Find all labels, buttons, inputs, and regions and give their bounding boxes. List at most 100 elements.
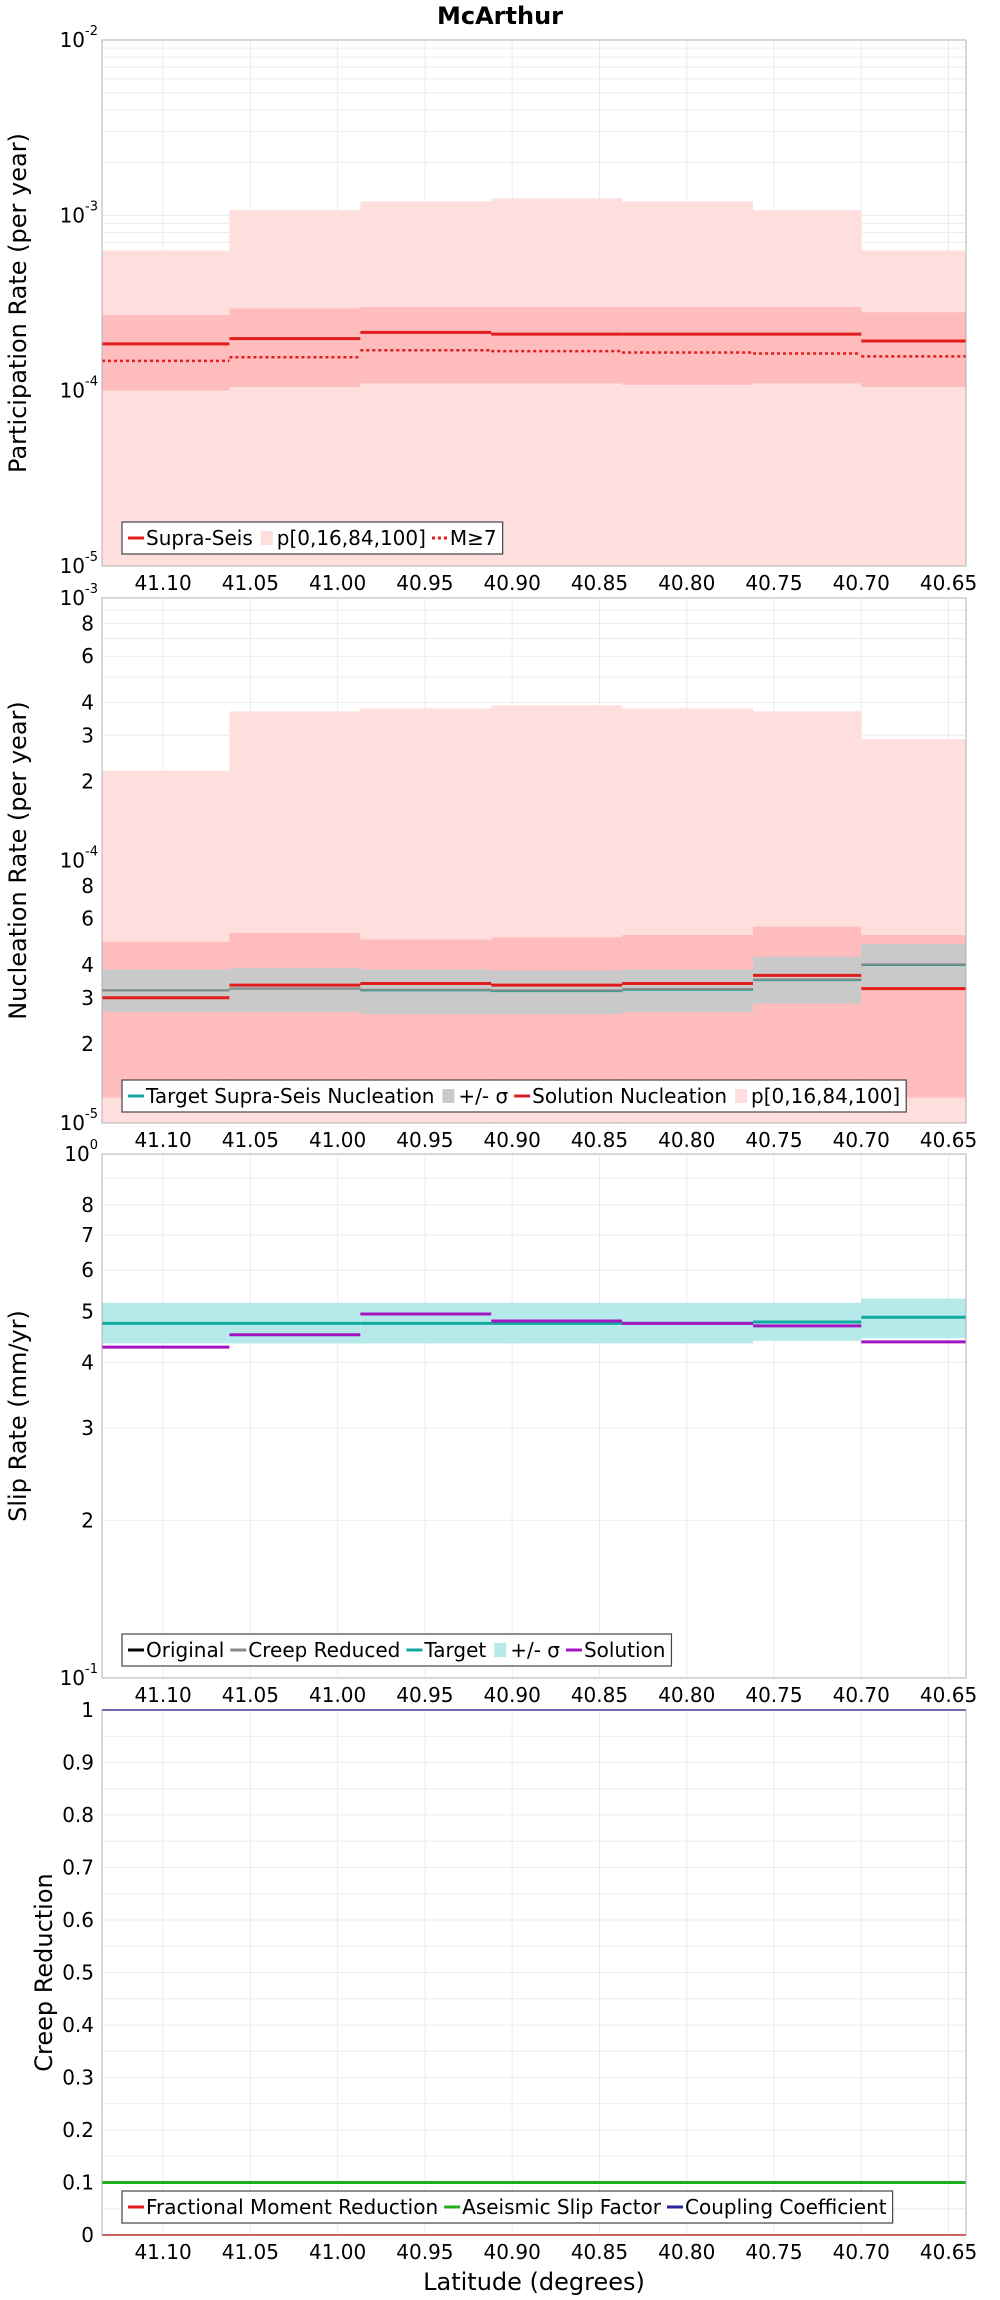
band-segment: [229, 210, 361, 566]
legend: Supra-Seis p[0,16,84,100] M≥7: [121, 521, 504, 555]
x-tick-label: 41.05: [222, 571, 279, 595]
x-tick-label: 40.70: [833, 2240, 890, 2264]
y-tick-label: 4: [81, 1351, 94, 1375]
x-tick-label: 40.90: [484, 1128, 541, 1152]
y-tick-label: 10-4: [60, 375, 98, 403]
x-tick-label: 40.95: [396, 571, 453, 595]
legend-label: p[0,16,84,100]: [277, 526, 426, 550]
x-tick-label: 41.10: [134, 1683, 191, 1707]
slip-rate-panel: 41.10 41.05 41.00 40.95 40.90 40.85 40.80 40.75…: [4, 1138, 977, 1707]
y-tick-label: 10-2: [60, 24, 98, 52]
x-tick-label: 40.65: [920, 1128, 977, 1152]
band-segment: [622, 935, 754, 1098]
plot-area: [101, 39, 967, 567]
legend-label: Creep Reduced: [248, 1638, 400, 1662]
band-segment: [102, 315, 230, 391]
legend-label: Original: [146, 1638, 224, 1662]
y-tick-label: 4: [81, 953, 94, 977]
x-tick-label: 41.05: [222, 1128, 279, 1152]
legend: Target Supra-Seis Nucleation +/- σ Solutio…: [121, 1079, 907, 1113]
y-tick-label: 3: [81, 1416, 94, 1440]
band-segment: [360, 939, 492, 1098]
y-tick-label: 10-1: [60, 1662, 98, 1690]
band-segment: [229, 932, 361, 1098]
y-tick-label: 2: [81, 1032, 94, 1056]
y-tick-label: 8: [81, 1193, 94, 1217]
x-tick-label: 40.80: [658, 571, 715, 595]
legend-swatch: [494, 1643, 507, 1657]
band-segment: [491, 937, 623, 1098]
y-axis-title: Slip Rate (mm/yr): [4, 1310, 32, 1522]
y-tick-label: 2: [81, 1508, 94, 1532]
band-segment: [753, 307, 862, 384]
legend-label: Solution Nucleation: [532, 1084, 727, 1108]
x-tick-label: 41.00: [309, 571, 366, 595]
legend-label: Supra-Seis: [146, 526, 253, 550]
band-segment: [360, 307, 492, 384]
y-tick-label: 0.6: [62, 1908, 94, 1932]
legend: Original Creep Reduced Target +/- σ Solution: [121, 1633, 673, 1667]
x-tick-label: 40.90: [484, 571, 541, 595]
x-tick-label: 41.00: [309, 2240, 366, 2264]
participation-rate-panel: 41.10 41.05 41.00 40.95 40.90 40.85 40.80 40.75…: [4, 24, 977, 595]
legend-swatch: [260, 531, 273, 545]
y-tick-label: 0.2: [62, 2118, 94, 2142]
band-segment: [861, 312, 966, 387]
y-tick-label: 10-3: [60, 582, 98, 610]
legend-label: Solution: [584, 1638, 665, 1662]
band-segment: [753, 210, 862, 566]
x-tick-label: 40.65: [920, 2240, 977, 2264]
chart-title: McArthur: [437, 2, 563, 30]
y-tick-label: 0.3: [62, 2066, 94, 2090]
x-tick-label: 40.75: [745, 571, 802, 595]
x-tick-label: 40.75: [745, 1128, 802, 1152]
legend-swatch: [735, 1089, 748, 1103]
band-segment: [753, 926, 862, 1098]
y-tick-label: 10-5: [60, 1107, 98, 1135]
legend-label: Fractional Moment Reduction: [146, 2195, 438, 2219]
band-segment: [491, 970, 623, 1015]
x-tick-label: 40.95: [396, 2240, 453, 2264]
legend-label: M≥7: [450, 526, 497, 550]
x-tick-label: 41.05: [222, 1683, 279, 1707]
x-tick-label: 40.75: [745, 1683, 802, 1707]
band-segment: [360, 969, 492, 1015]
y-axis-title: Participation Rate (per year): [4, 133, 32, 473]
y-tick-label: 2: [81, 769, 94, 793]
x-tick-label: 40.85: [571, 1128, 628, 1152]
legend-frame: [121, 2190, 894, 2224]
band-segment: [229, 967, 361, 1012]
plot-area: [101, 597, 967, 1124]
x-tick-label: 40.85: [571, 1683, 628, 1707]
x-tick-label: 41.10: [134, 2240, 191, 2264]
y-tick-label: 6: [81, 907, 94, 931]
y-tick-label: 8: [81, 874, 94, 898]
legend-label: p[0,16,84,100]: [751, 1084, 900, 1108]
x-tick-label: 40.80: [658, 1128, 715, 1152]
x-tick-label: 40.65: [920, 1683, 977, 1707]
y-axis-title: Nucleation Rate (per year): [4, 701, 32, 1020]
legend-frame: [121, 1079, 907, 1113]
x-tick-label: 40.80: [658, 1683, 715, 1707]
legend: Fractional Moment Reduction Aseismic Slip…: [121, 2190, 894, 2224]
x-tick-label: 40.65: [920, 571, 977, 595]
y-tick-label: 5: [81, 1300, 94, 1324]
x-tick-label: 41.00: [309, 1683, 366, 1707]
x-tick-label: 40.95: [396, 1683, 453, 1707]
y-tick-label: 0: [81, 2223, 94, 2247]
y-tick-label: 0.9: [62, 1751, 94, 1775]
x-tick-label: 40.75: [745, 2240, 802, 2264]
x-tick-label: 40.90: [484, 1683, 541, 1707]
legend-label: Target: [423, 1638, 486, 1662]
plot-area: [101, 1153, 967, 1679]
legend-label: +/- σ: [510, 1638, 560, 1662]
legend-swatch: [442, 1089, 455, 1103]
x-tick-label: 40.80: [658, 2240, 715, 2264]
y-tick-label: 0.5: [62, 1961, 94, 1985]
x-tick-label: 40.70: [833, 1128, 890, 1152]
x-tick-label: 40.85: [571, 571, 628, 595]
x-tick-label: 41.05: [222, 2240, 279, 2264]
y-tick-label: 10-3: [60, 199, 98, 227]
x-tick-label: 41.10: [134, 1128, 191, 1152]
